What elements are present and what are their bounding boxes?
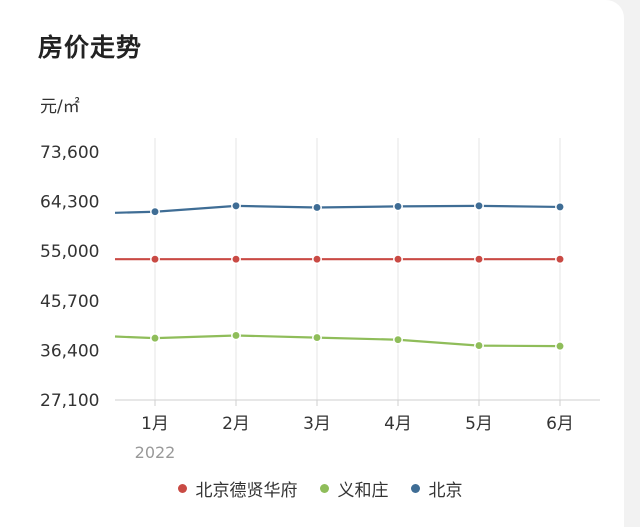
legend-item-1[interactable]: 北京德贤华府 xyxy=(177,476,298,501)
series-1-point-3 xyxy=(312,254,322,265)
x-tick-label-5: 5月 xyxy=(465,414,493,434)
y-axis-unit: 元/㎡ xyxy=(40,97,80,117)
series-3-point-2 xyxy=(231,200,241,211)
y-tick-label-1: 73,600 xyxy=(40,143,99,163)
series-1-point-2 xyxy=(231,254,241,265)
x-tick-label-2: 2月 xyxy=(222,414,250,434)
x-tick-label-1: 1月 xyxy=(141,414,169,434)
x-tick-label-4: 4月 xyxy=(384,414,412,434)
series-2-point-1 xyxy=(150,333,160,344)
series-3-point-6 xyxy=(555,201,565,212)
series-2-point-5 xyxy=(474,340,484,351)
legend-dot-2 xyxy=(319,484,329,493)
legend-item-2[interactable]: 义和庄 xyxy=(319,476,389,501)
series-line-2 xyxy=(114,334,561,348)
series-2-point-3 xyxy=(312,332,322,343)
y-tick-label-3: 55,000 xyxy=(40,242,99,262)
x-year-label: 2022 xyxy=(135,443,176,462)
series-2-point-4 xyxy=(393,334,403,345)
series-3-point-4 xyxy=(393,201,403,212)
chart-card: 房价走势 元/㎡ xyxy=(0,0,624,527)
legend-label-3: 北京 xyxy=(428,481,463,501)
legend-dot-3 xyxy=(410,484,420,493)
legend-item-3[interactable]: 北京 xyxy=(410,476,463,501)
y-tick-label-4: 45,700 xyxy=(40,292,99,312)
legend-label-2: 义和庄 xyxy=(337,481,389,501)
legend-dot-1 xyxy=(177,484,187,493)
x-tick-label-3: 3月 xyxy=(303,414,331,434)
series-3-point-1 xyxy=(150,206,160,217)
series-2-point-6 xyxy=(555,341,565,352)
y-tick-label-2: 64,300 xyxy=(40,193,99,213)
chart-legend: 北京德贤华府 义和庄 北京 xyxy=(0,476,640,501)
series-line-3 xyxy=(114,204,561,214)
x-tick-label-6: 6月 xyxy=(546,414,574,434)
series-2-point-2 xyxy=(231,330,241,341)
series-3-point-3 xyxy=(312,202,322,213)
page-title: 房价走势 xyxy=(38,33,143,62)
series-1-point-6 xyxy=(555,254,565,265)
series-3-point-5 xyxy=(474,200,484,211)
series-1-point-4 xyxy=(393,254,403,265)
y-tick-label-6: 27,100 xyxy=(40,391,99,411)
series-1-point-1 xyxy=(150,254,160,265)
series-1-point-5 xyxy=(474,254,484,265)
legend-label-1: 北京德贤华府 xyxy=(195,481,298,501)
y-tick-label-5: 36,400 xyxy=(40,341,99,361)
